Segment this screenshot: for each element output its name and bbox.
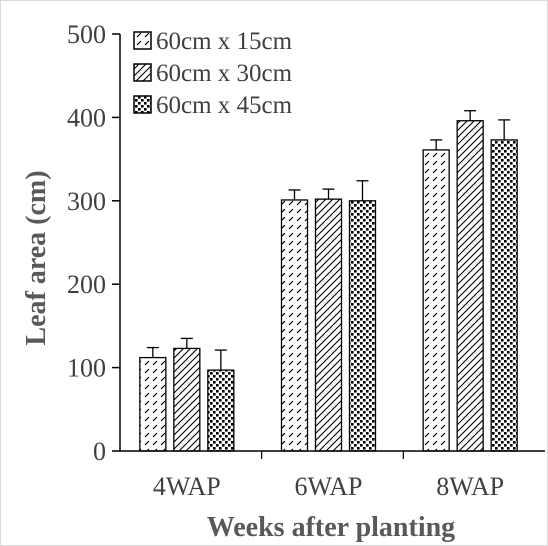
bar xyxy=(348,200,377,452)
y-tick-label: 500 xyxy=(67,20,106,49)
bar xyxy=(314,198,343,452)
legend-swatch xyxy=(133,63,152,82)
x-axis-title: Weeks after planting xyxy=(207,512,455,543)
legend-swatch xyxy=(133,95,152,114)
x-tick-label: 6WAP xyxy=(295,472,363,501)
y-tick-label: 400 xyxy=(67,103,106,132)
y-axis-title: Leaf area (cm) xyxy=(21,170,52,345)
bar xyxy=(280,199,309,452)
legend-label: 60cm x 15cm xyxy=(156,28,293,55)
y-tick-label: 0 xyxy=(93,437,106,466)
legend-label: 60cm x 30cm xyxy=(156,60,293,87)
bar xyxy=(490,139,518,452)
x-tick-label: 4WAP xyxy=(153,472,221,501)
bar xyxy=(173,347,201,452)
bar xyxy=(456,120,484,452)
legend-label: 60cm x 45cm xyxy=(156,92,293,119)
y-tick-label: 200 xyxy=(67,270,106,299)
y-tick-label: 100 xyxy=(67,354,106,383)
x-tick-label: 8WAP xyxy=(436,472,504,501)
y-tick-label: 300 xyxy=(67,187,106,216)
bar xyxy=(139,356,167,452)
bar xyxy=(207,369,235,452)
legend-swatch xyxy=(133,31,152,50)
bar xyxy=(422,149,450,452)
